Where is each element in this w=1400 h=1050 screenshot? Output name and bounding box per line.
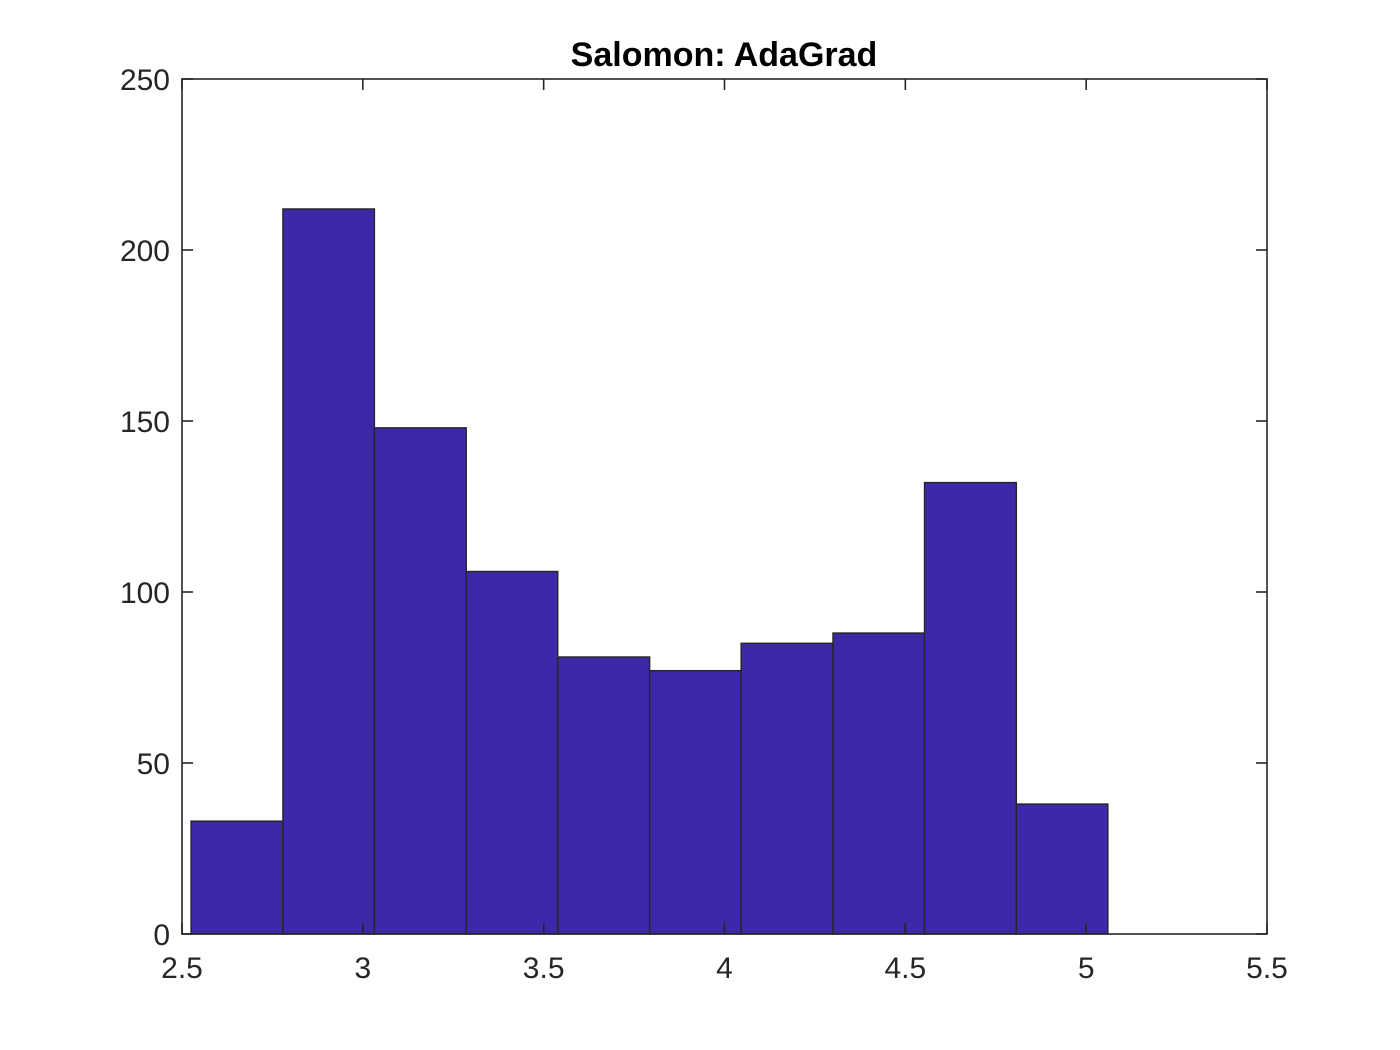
x-tick-label: 2.5 [161, 952, 203, 985]
histogram-bar-4 [465, 570, 559, 935]
histogram-bar-2 [282, 208, 376, 935]
histogram-bar-8 [832, 632, 926, 935]
histogram-bar-9 [923, 481, 1018, 935]
histogram-bar-6 [648, 669, 742, 935]
x-tick-label: 3.5 [523, 952, 565, 985]
x-tick-label: 4 [716, 952, 733, 985]
bars-layer [190, 208, 1109, 935]
y-tick-label: 200 [120, 235, 170, 268]
histogram-bar-1 [190, 820, 284, 935]
x-tick-label: 5 [1078, 952, 1095, 985]
tick-labels-layer: 2.5 3 3.5 4 4.5 5 5.5 0 50 100 150 200 250 [120, 64, 1288, 985]
y-tick-label: 150 [120, 406, 170, 439]
histogram-bar-5 [557, 656, 651, 935]
x-tick-label: 3 [354, 952, 371, 985]
y-tick-label: 250 [120, 64, 170, 97]
y-tick-label: 100 [120, 577, 170, 610]
x-tick-label: 5.5 [1246, 952, 1288, 985]
histogram-bar-3 [373, 427, 467, 935]
y-tick-label: 50 [137, 748, 170, 781]
y-tick-label: 0 [153, 919, 170, 952]
ticks-layer [181, 78, 1268, 935]
chart-title: Salomon: AdaGrad [571, 36, 878, 74]
histogram-bar-7 [740, 642, 834, 935]
histogram-bar-10 [1015, 803, 1109, 935]
x-tick-label: 4.5 [884, 952, 926, 985]
